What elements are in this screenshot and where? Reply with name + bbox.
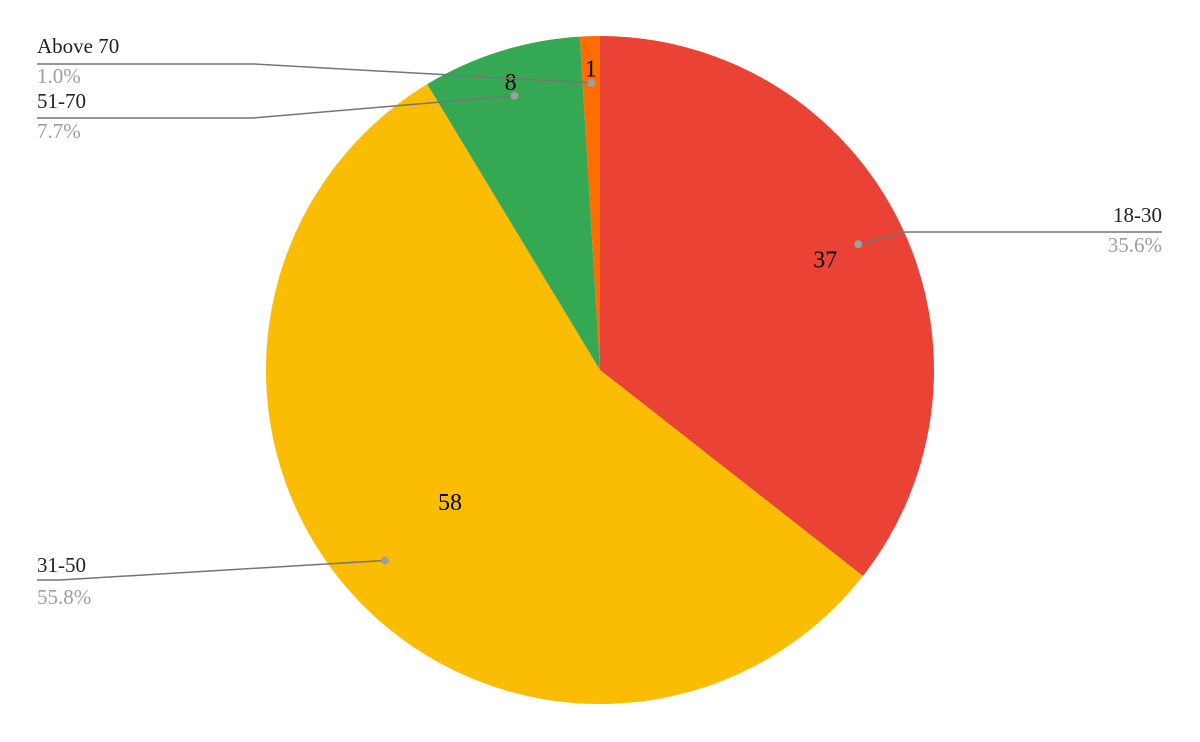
- pie-slice-31-50: [266, 84, 863, 704]
- slice-category-label-31-50: 31-50: [37, 553, 86, 577]
- leader-dot-18-30: [854, 240, 863, 249]
- leader-dot-31-50: [380, 556, 389, 565]
- leader-dot-above-70: [587, 78, 596, 87]
- leader-line-18-30: [858, 231, 1162, 245]
- leader-label-31-50: 31-50 55.8%: [37, 553, 389, 609]
- slice-value-label-31-50: 58: [438, 490, 462, 516]
- slice-percent-label-31-50: 55.8%: [37, 585, 91, 609]
- slice-value-label-18-30: 37: [813, 247, 837, 273]
- slice-category-label-above-70: Above 70: [37, 34, 119, 58]
- pie-slice-18-30: [600, 36, 935, 576]
- leader-label-above-70: Above 70 1.0%: [37, 34, 596, 88]
- slice-category-label-18-30: 18-30: [1113, 203, 1162, 227]
- slice-category-label-51-70: 51-70: [37, 89, 86, 113]
- leader-line-31-50: [37, 559, 386, 581]
- leader-line-above-70: [37, 63, 592, 84]
- leader-label-51-70: 51-70 7.7%: [37, 89, 519, 143]
- slices-layer: [266, 36, 935, 704]
- leader-dot-51-70: [510, 91, 519, 100]
- slice-values-layer: 37 58 8 1: [438, 57, 837, 516]
- slice-value-label-above-70: 1: [585, 57, 597, 83]
- slice-value-label-51-70: 8: [505, 70, 517, 96]
- slice-percent-label-above-70: 1.0%: [37, 64, 81, 88]
- slice-percent-label-18-30: 35.6%: [1108, 233, 1162, 257]
- pie-slice-above-70: [579, 36, 600, 370]
- slice-percent-label-51-70: 7.7%: [37, 119, 81, 143]
- pie-slice-51-70: [427, 36, 600, 370]
- leader-labels-layer: 18-30 35.6% 31-50 55.8% 51-70 7.7% Above 70 1.0…: [37, 34, 1162, 609]
- leader-line-51-70: [37, 95, 515, 119]
- leader-label-18-30: 18-30 35.6%: [854, 203, 1162, 257]
